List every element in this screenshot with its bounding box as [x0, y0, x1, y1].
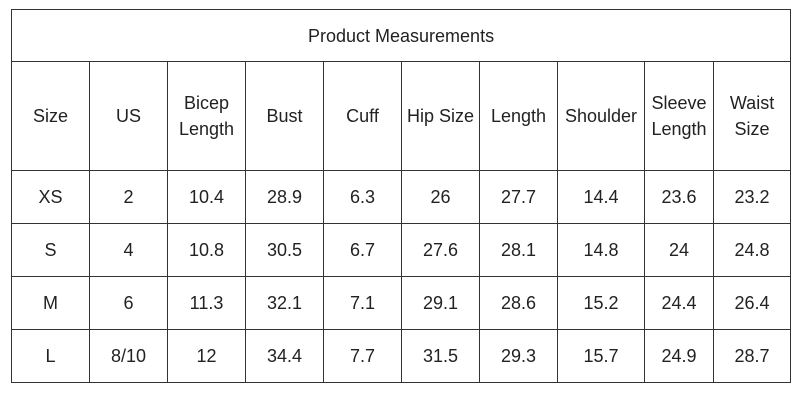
cell: 4 [89, 223, 168, 277]
data-row: S 4 10.8 30.5 6.7 27.6 28.1 14.8 24 24.8 [11, 223, 792, 277]
column-header: Bicep Length [167, 61, 246, 171]
cell: 28.7 [712, 329, 792, 383]
cell: 30.5 [245, 223, 324, 277]
cell: 24 [644, 223, 714, 277]
cell: 27.7 [479, 170, 558, 224]
table-title: Product Measurements [10, 9, 792, 62]
cell: 11.3 [167, 276, 246, 330]
cell: 7.7 [323, 329, 402, 383]
cell: 10.4 [167, 170, 246, 224]
column-header: Bust [245, 61, 324, 171]
cell: S [11, 223, 90, 277]
column-header: Sleeve Length [644, 61, 714, 171]
cell: 15.2 [557, 276, 645, 330]
cell: L [11, 329, 90, 383]
cell: 28.9 [245, 170, 324, 224]
cell: 24.4 [644, 276, 714, 330]
cell: 14.8 [557, 223, 645, 277]
cell: 26 [401, 170, 480, 224]
cell: 8/10 [89, 329, 168, 383]
column-header: Hip Size [401, 61, 480, 171]
column-header: Shoulder [557, 61, 645, 171]
cell: 15.7 [557, 329, 645, 383]
cell: 28.6 [479, 276, 558, 330]
data-row: XS 2 10.4 28.9 6.3 26 27.7 14.4 23.6 23.2 [11, 170, 792, 224]
cell: XS [11, 170, 90, 224]
cell: 6.7 [323, 223, 402, 277]
cell: 23.6 [644, 170, 714, 224]
cell: 31.5 [401, 329, 480, 383]
column-header: Waist Size [712, 61, 792, 171]
cell: 27.6 [401, 223, 480, 277]
cell: 32.1 [245, 276, 324, 330]
measurements-table: Product Measurements Size US Bicep Length B… [10, 9, 792, 383]
cell: 10.8 [167, 223, 246, 277]
cell: 29.1 [401, 276, 480, 330]
cell: 24.8 [712, 223, 792, 277]
column-header: Length [479, 61, 558, 171]
cell: 34.4 [245, 329, 324, 383]
header-row: Size US Bicep Length Bust Cuff Hip Size Length… [11, 61, 792, 171]
cell: M [11, 276, 90, 330]
cell: 24.9 [644, 329, 714, 383]
cell: 6.3 [323, 170, 402, 224]
cell: 23.2 [712, 170, 792, 224]
cell: 14.4 [557, 170, 645, 224]
table-body: XS 2 10.4 28.9 6.3 26 27.7 14.4 23.6 23.2 S 4 10.8 30… [11, 170, 792, 383]
data-row: M 6 11.3 32.1 7.1 29.1 28.6 15.2 24.4 26.4 [11, 276, 792, 330]
cell: 12 [167, 329, 246, 383]
column-header: Cuff [323, 61, 402, 171]
column-header: US [89, 61, 168, 171]
cell: 28.1 [479, 223, 558, 277]
cell: 2 [89, 170, 168, 224]
data-row: L 8/10 12 34.4 7.7 31.5 29.3 15.7 24.9 28.7 [11, 329, 792, 383]
cell: 6 [89, 276, 168, 330]
column-header: Size [11, 61, 90, 171]
cell: 26.4 [712, 276, 792, 330]
cell: 29.3 [479, 329, 558, 383]
cell: 7.1 [323, 276, 402, 330]
